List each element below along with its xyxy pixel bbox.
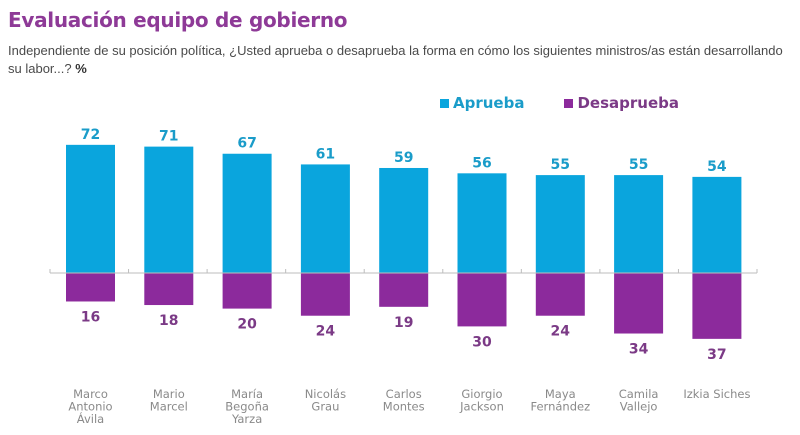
data-label-desaprueba: 16 (81, 309, 100, 325)
bar-aprueba (614, 175, 664, 273)
bar-desaprueba (379, 273, 429, 307)
data-label-aprueba: 55 (551, 157, 570, 173)
bar-aprueba (66, 144, 115, 273)
data-label-aprueba: 56 (472, 155, 491, 171)
data-label-desaprueba: 37 (707, 347, 726, 363)
data-label-desaprueba: 24 (316, 324, 336, 340)
subtitle-text: Independiente de su posición política, ¿… (8, 43, 783, 76)
legend-swatch-desaprueba (564, 98, 574, 108)
category-label-line: Marcel (150, 400, 188, 414)
bar-desaprueba (614, 273, 664, 334)
data-label-desaprueba: 34 (629, 342, 649, 358)
category-label-line: Mario (153, 387, 185, 401)
category-label: Maya Fernández (530, 387, 590, 414)
category-label-line: Fernández (530, 400, 590, 414)
category-label-line: Grau (311, 400, 339, 414)
category-label: Mario Marcel (150, 387, 188, 414)
legend-label-desaprueba: Desaprueba (577, 94, 679, 112)
data-label-desaprueba: 30 (472, 334, 492, 350)
bar-desaprueba (66, 273, 115, 302)
category-label: Marco Antonio Ávila (68, 387, 112, 426)
bar-desaprueba (144, 273, 194, 306)
bar-aprueba (692, 176, 742, 273)
bar-desaprueba (457, 273, 507, 327)
bar-aprueba (457, 173, 507, 273)
data-label-aprueba: 54 (707, 159, 727, 175)
category-label-line: Montes (383, 400, 425, 414)
chart-subtitle: Independiente de su posición política, ¿… (8, 42, 788, 78)
category-label-line: Vallejo (620, 400, 658, 414)
category-label-line: María (231, 387, 263, 401)
data-label-desaprueba: 24 (551, 324, 571, 340)
bar-aprueba (222, 153, 272, 273)
category-label-line: Ávila (77, 411, 104, 426)
category-label-line: Maya (545, 387, 576, 401)
data-label-desaprueba: 20 (237, 317, 257, 333)
bar-desaprueba (535, 273, 585, 316)
legend-item-aprueba: Aprueba (440, 94, 524, 112)
data-label-desaprueba: 18 (159, 313, 178, 329)
data-label-aprueba: 61 (316, 146, 335, 162)
data-label-aprueba: 72 (81, 127, 100, 143)
category-label: Izkia Siches (683, 387, 750, 401)
bar-desaprueba (300, 273, 350, 316)
category-label: María Begoña Yarza (225, 387, 269, 426)
category-label-line: Carlos (386, 387, 422, 401)
category-label-line: Izkia Siches (683, 387, 750, 401)
category-label-line: Marco (73, 387, 108, 401)
bar-aprueba (379, 167, 429, 273)
data-label-aprueba: 55 (629, 157, 648, 173)
bar-desaprueba (692, 273, 742, 339)
data-label-aprueba: 71 (159, 129, 178, 145)
bar-desaprueba (222, 273, 272, 309)
legend-swatch-aprueba (440, 98, 449, 108)
bar-aprueba (535, 175, 585, 273)
subtitle-unit: % (75, 61, 87, 76)
chart-title: Evaluación equipo de gobierno (8, 8, 348, 32)
category-label: Carlos Montes (383, 387, 425, 414)
category-label-line: Nicolás (305, 387, 346, 401)
category-label: Camila Vallejo (619, 387, 659, 414)
bar-aprueba (300, 164, 350, 273)
legend-label-aprueba: Aprueba (453, 94, 525, 112)
category-label-line: Giorgio (461, 387, 502, 401)
category-label-line: Jackson (459, 400, 504, 414)
legend-item-desaprueba: Desaprueba (564, 94, 679, 112)
bar-aprueba (144, 146, 194, 273)
data-label-desaprueba: 19 (394, 315, 413, 331)
data-label-aprueba: 59 (394, 150, 413, 166)
chart-legend: Aprueba Desaprueba (440, 94, 679, 112)
category-label-line: Antonio (68, 400, 112, 414)
category-label-line: Camila (619, 387, 659, 401)
category-label-line: Begoña (225, 400, 269, 414)
category-label-line: Yarza (231, 412, 262, 426)
data-label-aprueba: 67 (237, 136, 256, 152)
category-label: Giorgio Jackson (459, 387, 504, 414)
category-label: Nicolás Grau (305, 387, 346, 414)
